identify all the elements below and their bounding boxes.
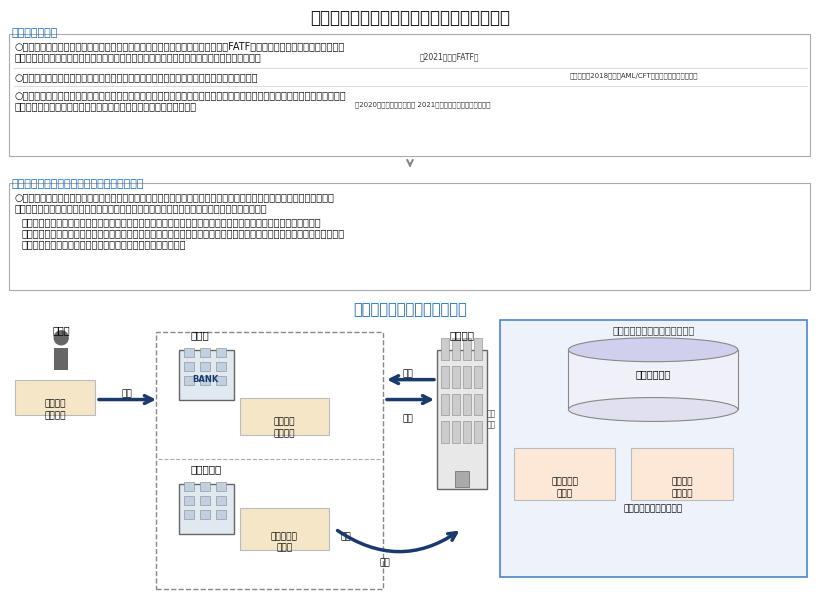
FancyBboxPatch shape (473, 394, 482, 415)
FancyBboxPatch shape (451, 421, 459, 443)
Text: ・　共同機関の業務は、マネロン等対策業務の中核的な部分を行うものであり、共同機関の業務が適切に行われなければ、: ・ 共同機関の業務は、マネロン等対策業務の中核的な部分を行うものであり、共同機関… (21, 228, 344, 238)
Text: 公表: 公表 (340, 532, 351, 541)
FancyBboxPatch shape (200, 362, 210, 371)
FancyBboxPatch shape (9, 182, 808, 290)
FancyBboxPatch shape (631, 448, 732, 500)
Text: 提供: 提供 (402, 414, 413, 423)
FancyBboxPatch shape (200, 496, 210, 505)
FancyBboxPatch shape (215, 362, 225, 371)
FancyBboxPatch shape (200, 482, 210, 491)
FancyBboxPatch shape (200, 376, 210, 385)
FancyBboxPatch shape (462, 365, 470, 388)
FancyBboxPatch shape (455, 471, 468, 487)
Text: ・　銀行等による共同機関に対する管理・監督に係る責任の所在が不明瞭となり、その実効性が上がらないおそれ: ・ 銀行等による共同機関に対する管理・監督に係る責任の所在が不明瞭となり、その実… (21, 217, 320, 228)
Text: BANK: BANK (192, 374, 219, 383)
FancyBboxPatch shape (183, 510, 193, 519)
FancyBboxPatch shape (462, 421, 470, 443)
Text: 業規制を導入（当局による直接の検査・監督等を及ぼすことで、その業務運営の質を確保）: 業規制を導入（当局による直接の検査・監督等を及ぼすことで、その業務運営の質を確保… (14, 203, 267, 214)
Text: （全銀協：2018年度～AML/CFT態勢高度化研究会設置）: （全銀協：2018年度～AML/CFT態勢高度化研究会設置） (568, 72, 697, 79)
Text: 共同
機関: 共同 機関 (486, 409, 495, 429)
Text: 共同機関: 共同機関 (449, 330, 473, 340)
Text: 提供: 提供 (121, 389, 132, 399)
FancyBboxPatch shape (183, 362, 193, 371)
FancyBboxPatch shape (462, 338, 470, 360)
Text: 日本の金融システムに与える影響が大きいものとなりうる: 日本の金融システムに与える影響が大きいものとなりうる (21, 239, 186, 249)
FancyBboxPatch shape (54, 348, 68, 370)
Text: ○　金融のデジタル化の進展やマネロンの手口の巧妙化等を踏まえ、国際的にもFATFにおいて、より高い水準での対応が: ○ 金融のデジタル化の進展やマネロンの手口の巧妙化等を踏まえ、国際的にもFATF… (14, 41, 344, 51)
FancyBboxPatch shape (451, 338, 459, 360)
FancyBboxPatch shape (513, 448, 614, 500)
FancyBboxPatch shape (215, 510, 225, 519)
Text: 【検討の背景】: 【検討の背景】 (11, 28, 57, 39)
FancyBboxPatch shape (183, 348, 193, 357)
FancyBboxPatch shape (239, 397, 329, 435)
FancyBboxPatch shape (156, 332, 382, 589)
FancyBboxPatch shape (239, 508, 329, 550)
FancyBboxPatch shape (179, 484, 233, 534)
Text: 利用者: 利用者 (52, 325, 70, 335)
Text: （2021年８月FATF）: （2021年８月FATF） (419, 52, 479, 61)
Text: ○　こうした状況を踏まえ、銀行業界では、マネロン等対策の高度化に向けた取組みを実施: ○ こうした状況を踏まえ、銀行業界では、マネロン等対策の高度化に向けた取組みを実… (14, 72, 257, 82)
FancyBboxPatch shape (441, 421, 448, 443)
Ellipse shape (568, 338, 737, 362)
FancyBboxPatch shape (183, 376, 193, 385)
Text: 高度化・効率化（共同機関の設立）に向け、具体的な検討が加速: 高度化・効率化（共同機関の設立）に向け、具体的な検討が加速 (14, 101, 197, 111)
FancyBboxPatch shape (568, 350, 737, 409)
Text: 政府機関等: 政府機関等 (191, 464, 222, 474)
FancyBboxPatch shape (437, 350, 486, 489)
Text: 共同機関の業務（イメージ）: 共同機関の業務（イメージ） (353, 302, 466, 317)
Ellipse shape (568, 397, 737, 421)
Text: ○　共同機関が多数の銀行等から委託を受け、その業務の規模が大きくなる場合、以下の点を踏まえ、共同機関に対する: ○ 共同機関が多数の銀行等から委託を受け、その業務の規模が大きくなる場合、以下の… (14, 193, 334, 202)
FancyBboxPatch shape (179, 350, 233, 400)
FancyBboxPatch shape (451, 394, 459, 415)
FancyBboxPatch shape (462, 394, 470, 415)
Text: 制裁対象者
リスト: 制裁対象者 リスト (550, 477, 577, 498)
FancyBboxPatch shape (473, 421, 482, 443)
Text: 収集: 収集 (379, 559, 390, 568)
Text: 求められており、銀行等におけるマネロン等対策の実効性向上が喫緊の課題となっている: 求められており、銀行等におけるマネロン等対策の実効性向上が喫緊の課題となっている (14, 52, 260, 62)
Text: 共同機関設立の背景と適正な業務運営の確保: 共同機関設立の背景と適正な業務運営の確保 (310, 10, 509, 27)
Text: 銀行等: 銀行等 (191, 330, 209, 340)
FancyBboxPatch shape (183, 482, 193, 491)
Text: 〈情報システム・プログラム〉: 〈情報システム・プログラム〉 (611, 325, 694, 335)
FancyBboxPatch shape (215, 482, 225, 491)
Text: （2020年度：実証実験実施 2021年度：タスクフォース設置）: （2020年度：実証実験実施 2021年度：タスクフォース設置） (355, 101, 490, 108)
FancyBboxPatch shape (441, 365, 448, 388)
Text: 照合・分析・結果の通知: 照合・分析・結果の通知 (623, 504, 682, 513)
FancyBboxPatch shape (473, 338, 482, 360)
FancyBboxPatch shape (200, 348, 210, 357)
FancyBboxPatch shape (441, 394, 448, 415)
Text: 【共同機関に対する業規制の基本的考え方】: 【共同機関に対する業規制の基本的考え方】 (11, 179, 143, 188)
Text: 通知: 通知 (402, 370, 413, 379)
Text: 顧客情報
取引情報: 顧客情報 取引情報 (671, 477, 692, 498)
FancyBboxPatch shape (16, 380, 95, 415)
Text: ○　足元、全銀協において、中小規模の銀行等における単独対応が困難との声も踏まえ、マネロン等対策業務の共同化による: ○ 足元、全銀協において、中小規模の銀行等における単独対応が困難との声も踏まえ、… (14, 90, 346, 100)
Text: 顧客情報
取引情報: 顧客情報 取引情報 (44, 400, 66, 420)
Circle shape (54, 331, 68, 345)
Text: データベース: データベース (635, 370, 670, 380)
FancyBboxPatch shape (499, 320, 806, 577)
FancyBboxPatch shape (183, 496, 193, 505)
FancyBboxPatch shape (473, 365, 482, 388)
FancyBboxPatch shape (451, 365, 459, 388)
FancyBboxPatch shape (215, 496, 225, 505)
FancyBboxPatch shape (200, 510, 210, 519)
FancyBboxPatch shape (215, 348, 225, 357)
FancyBboxPatch shape (9, 34, 808, 156)
FancyBboxPatch shape (215, 376, 225, 385)
Text: 制裁対象者
リスト: 制裁対象者 リスト (270, 532, 297, 553)
Text: 顧客情報
取引情報: 顧客情報 取引情報 (274, 417, 295, 438)
FancyBboxPatch shape (441, 338, 448, 360)
